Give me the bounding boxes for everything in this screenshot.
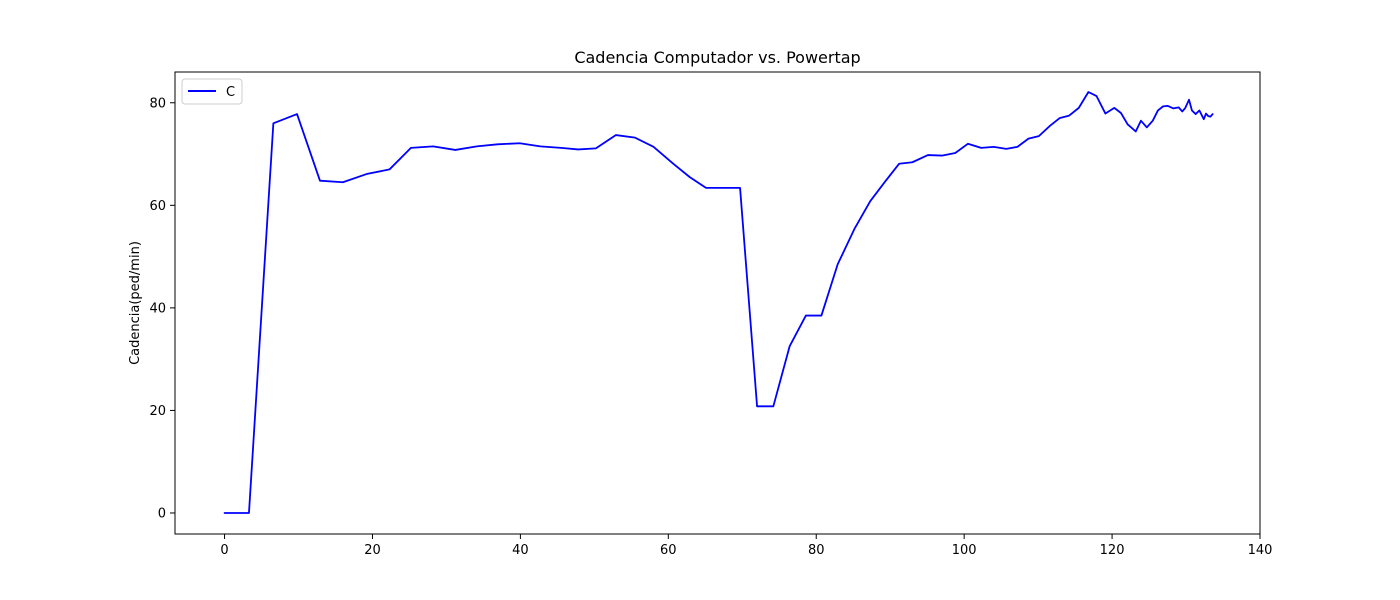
y-axis-label: Cadencia(ped/min): [128, 241, 143, 365]
x-tick-label: 40: [512, 543, 529, 558]
y-axis: 0 20 40 60 80: [149, 96, 175, 521]
y-tick-label: 20: [149, 404, 166, 419]
x-tick-label: 60: [660, 543, 677, 558]
y-tick-label: 40: [149, 301, 166, 316]
legend: C: [181, 78, 243, 105]
series-line-C: [223, 91, 1214, 514]
x-tick-label: 20: [364, 543, 381, 558]
legend-entry-label: C: [226, 85, 235, 100]
chart-title: Cadencia Computador vs. Powertap: [574, 48, 860, 67]
x-tick-label: 0: [220, 543, 228, 558]
x-axis: 0 20 40 60 80 100 120 140: [220, 534, 1272, 558]
plot-area: [174, 71, 1261, 535]
y-tick-label: 80: [149, 96, 166, 111]
y-tick-label: 0: [158, 506, 166, 521]
x-tick-label: 140: [1248, 543, 1273, 558]
x-tick-label: 80: [808, 543, 825, 558]
x-tick-label: 120: [1100, 543, 1125, 558]
y-tick-label: 60: [149, 199, 166, 214]
series-layer: [223, 91, 1214, 514]
x-tick-label: 100: [952, 543, 977, 558]
